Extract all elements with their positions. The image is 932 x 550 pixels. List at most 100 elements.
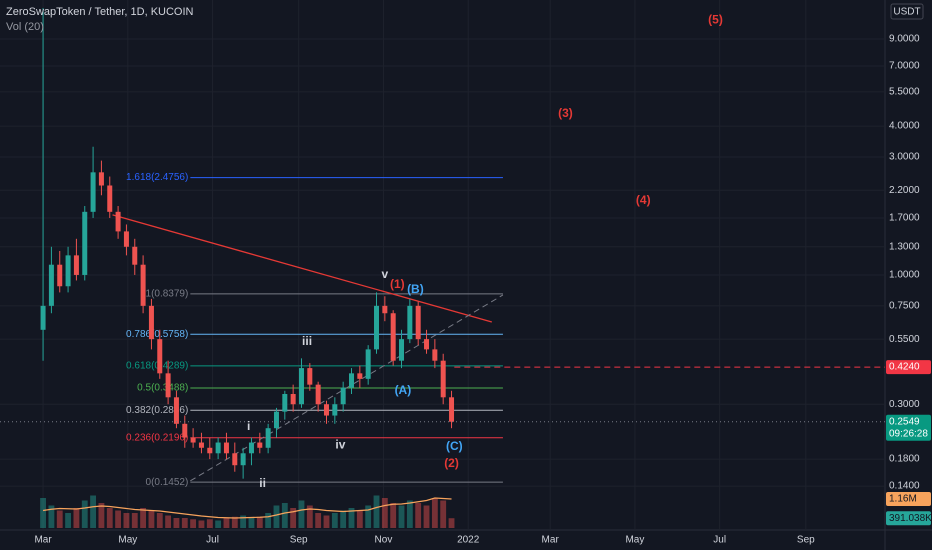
candle-body <box>165 373 171 398</box>
candle-body <box>440 360 446 398</box>
y-tick-label: 5.5000 <box>889 87 920 98</box>
candle-body <box>57 264 63 287</box>
y-tick-label: 1.0000 <box>889 270 920 281</box>
candle-body <box>248 442 254 454</box>
x-tick-label: Mar <box>542 535 560 546</box>
volume-bar <box>290 508 297 528</box>
volume-bar <box>298 500 305 528</box>
y-tick-label: 0.1800 <box>889 454 920 465</box>
volume-bar <box>173 518 180 528</box>
fib-label: 0.5(0.3488) <box>137 383 188 394</box>
volume-bar <box>265 513 272 528</box>
fib-label: 0.382(0.2836) <box>126 405 188 416</box>
candle-body <box>348 373 354 388</box>
volume-bar <box>448 518 455 528</box>
volume-bar <box>90 495 97 528</box>
y-tick-label: 9.0000 <box>889 34 920 45</box>
candle-body <box>374 305 380 350</box>
trendline <box>112 214 492 323</box>
price-label-box <box>886 360 931 375</box>
volume-bar <box>40 498 46 528</box>
candle-body <box>207 447 213 454</box>
wave-label: (A) <box>395 383 412 397</box>
currency[interactable]: USDT <box>893 7 920 18</box>
candle-body <box>399 339 405 361</box>
wave-label: (5) <box>708 13 723 27</box>
volume-bar <box>331 513 338 528</box>
volume-label: 1.16M <box>889 494 917 505</box>
candle-body <box>98 172 104 186</box>
volume-title: Vol (20) <box>6 21 44 33</box>
candle-body <box>190 437 196 443</box>
volume-bar <box>306 505 313 528</box>
wave-label: ii <box>259 476 266 490</box>
volume-bar <box>140 508 147 528</box>
candle-body <box>182 423 188 438</box>
price-label: 0.2549 <box>889 416 920 427</box>
candle-body <box>123 231 129 247</box>
x-tick-label: May <box>625 535 644 546</box>
volume-bar <box>165 515 172 528</box>
candle-body <box>273 411 279 429</box>
candle-body <box>90 172 96 212</box>
x-tick-label: Mar <box>34 535 52 546</box>
volume-bar <box>190 519 197 528</box>
candle-body <box>157 339 163 374</box>
y-tick-label: 4.0000 <box>889 121 920 132</box>
chart-title: ZeroSwapToken / Tether, 1D, KUCOIN <box>6 6 194 18</box>
candle-body <box>257 442 263 448</box>
currency-box[interactable] <box>890 3 924 20</box>
candle-body <box>240 453 246 466</box>
volume-bar <box>323 515 330 528</box>
volume-bar <box>348 508 355 528</box>
volume-bar <box>223 518 230 528</box>
candle-body <box>424 339 430 350</box>
candle-body <box>148 305 154 340</box>
candle-body <box>223 442 229 454</box>
wave-label: (2) <box>444 456 459 470</box>
y-tick-label: 0.7500 <box>889 300 920 311</box>
candle-body <box>315 384 321 405</box>
volume-bar <box>340 510 347 528</box>
candle-body <box>198 442 204 448</box>
volume-bar <box>215 520 222 528</box>
volume-bar <box>373 495 380 528</box>
volume-bar <box>65 513 71 528</box>
candle-body <box>365 349 371 379</box>
volume-ma-line <box>42 497 452 519</box>
x-tick-label: Sep <box>290 535 308 546</box>
volume-bar <box>98 503 105 528</box>
candle-body <box>282 393 288 412</box>
countdown: 09:26:28 <box>889 428 928 439</box>
x-tick-label: Jul <box>206 535 219 546</box>
wave-label: (1) <box>390 277 405 291</box>
volume-bar <box>198 520 205 528</box>
volume-bar <box>81 500 88 528</box>
candle-body <box>107 185 113 212</box>
volume-bar <box>273 505 280 528</box>
volume-bar <box>390 503 397 528</box>
volume-bar <box>131 513 138 528</box>
candle-body <box>132 246 138 265</box>
candle-body <box>382 305 388 314</box>
volume-bar <box>206 519 213 528</box>
volume-bar <box>123 513 130 528</box>
price-label-box <box>886 414 931 441</box>
volume-bar <box>181 518 188 528</box>
fib-label: 0.786(0.5758) <box>126 329 188 340</box>
candle-body <box>340 387 346 405</box>
volume-bar <box>281 503 288 528</box>
fib-label: 1.618(2.4756) <box>126 172 188 183</box>
volume-bar <box>115 510 122 528</box>
wave-label: (4) <box>636 193 651 207</box>
volume-bar <box>315 513 322 528</box>
y-tick-label: 7.0000 <box>889 61 920 72</box>
fib-label: 0(0.1452) <box>146 477 189 488</box>
candle-body <box>357 373 363 379</box>
volume-bar <box>240 515 247 528</box>
candle-body <box>65 255 71 287</box>
candle-body <box>298 368 304 405</box>
y-tick-label: 0.3000 <box>889 399 920 410</box>
volume-bar <box>356 510 363 528</box>
